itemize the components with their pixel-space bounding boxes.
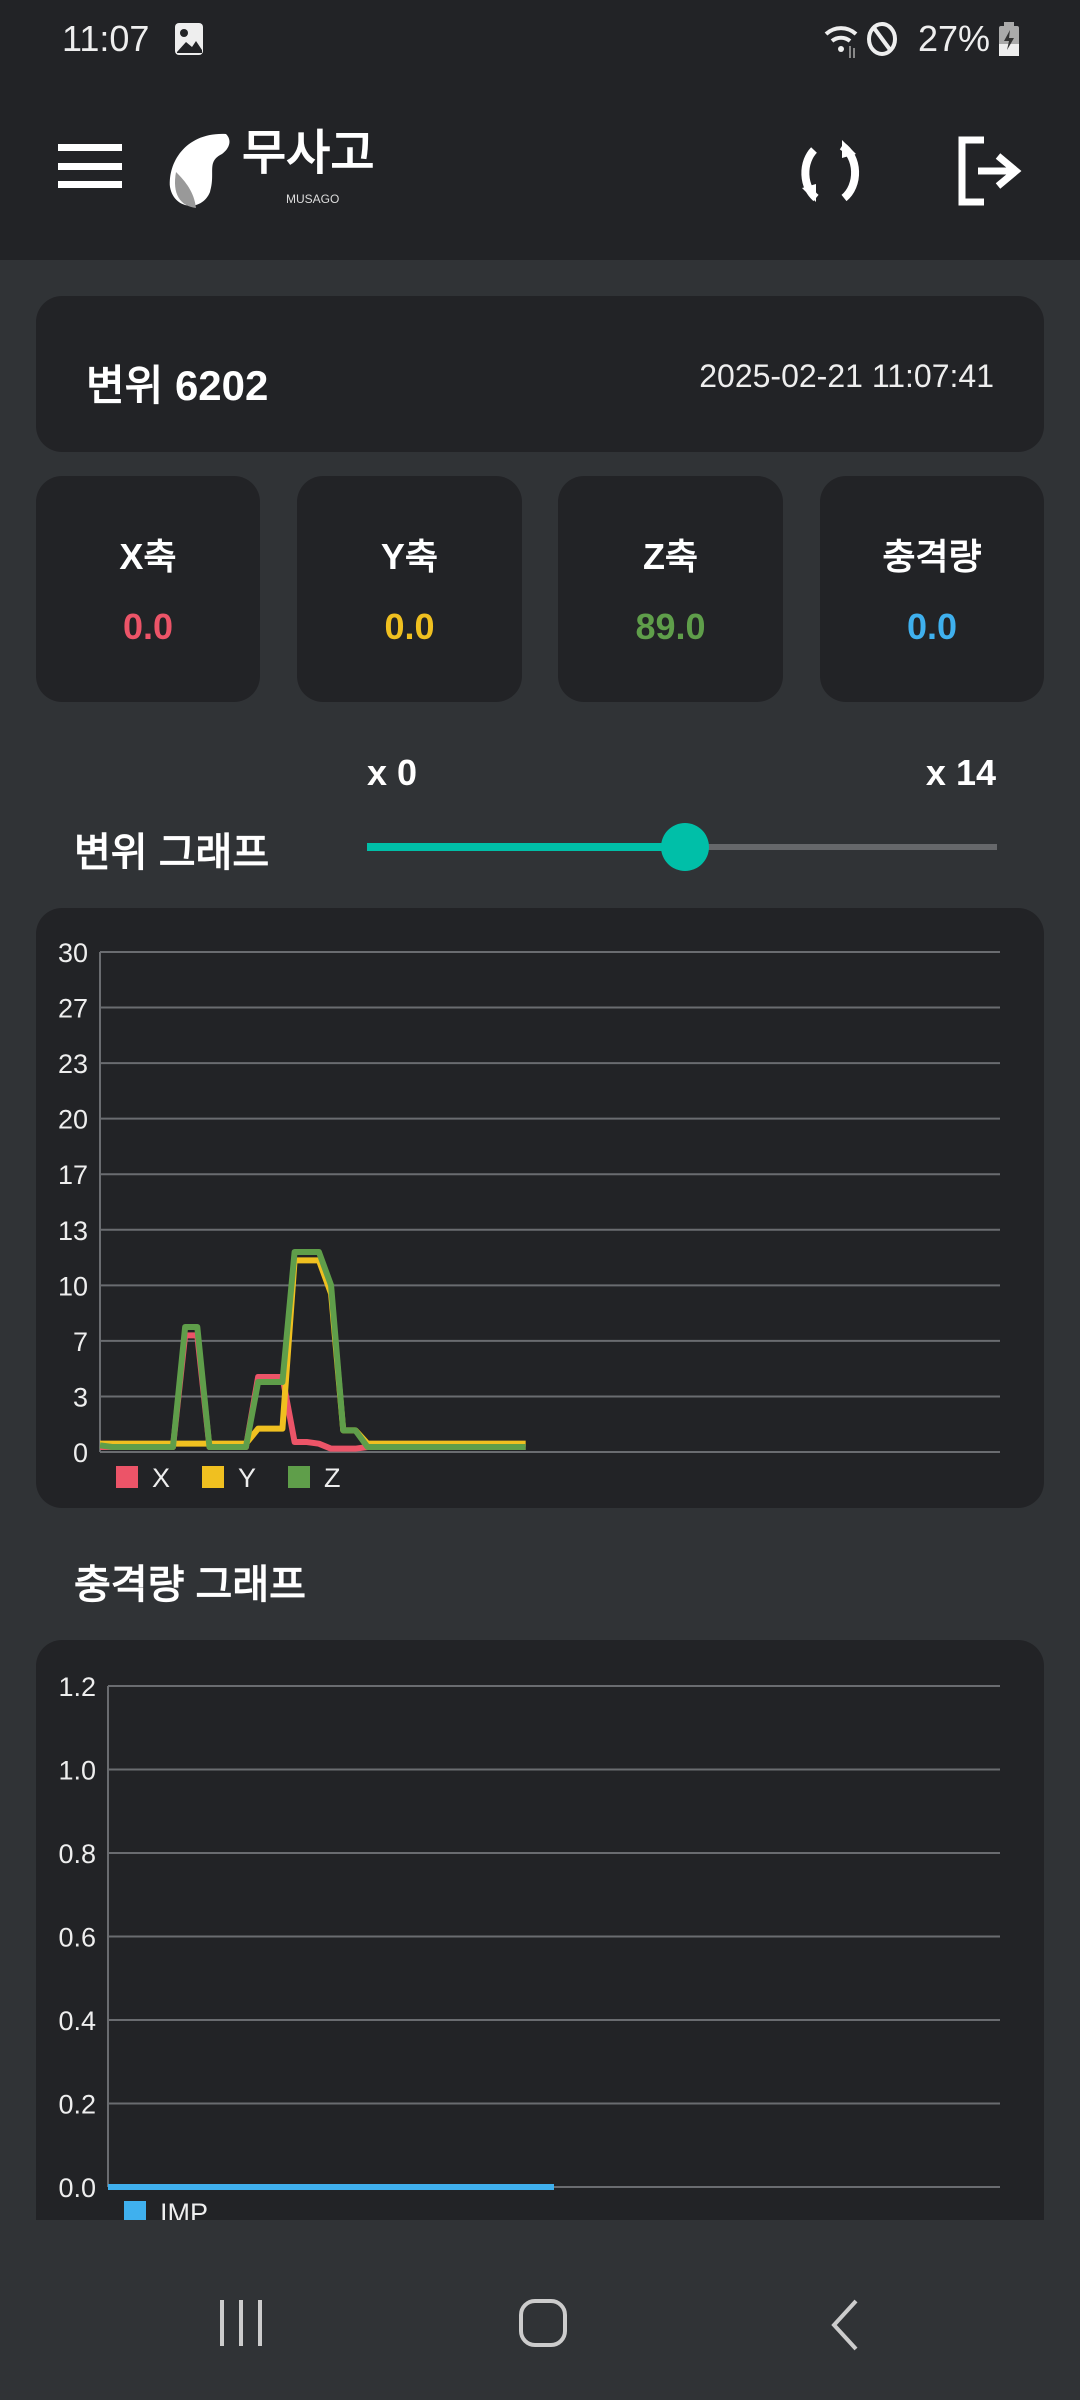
battery-percent: 27% — [918, 18, 991, 59]
y-tick-label: 0.0 — [58, 2173, 96, 2203]
metric-label: Z축 — [642, 536, 699, 577]
slider-max-label: x 14 — [925, 752, 996, 793]
status-bar: 11:07 27% — [0, 0, 1080, 80]
metric-value: 89.0 — [635, 606, 706, 647]
do-not-disturb-icon — [867, 22, 897, 56]
metric-label: 충격량 — [882, 536, 982, 577]
legend-label: Y — [238, 1463, 256, 1493]
displacement-chart-card: 0 3 7 10 13 17 20 23 27 30 X Y Z — [36, 908, 1044, 1508]
y-tick-label: 3 — [73, 1382, 88, 1412]
y-tick-label: 10 — [58, 1271, 88, 1301]
refresh-icon[interactable] — [794, 136, 864, 206]
device-timestamp: 2025-02-21 11:07:41 — [699, 358, 994, 394]
series-line-z — [99, 1249, 526, 1450]
battery-charging-icon — [999, 22, 1019, 56]
legend-swatch-z — [288, 1466, 310, 1488]
metric-value: 0.0 — [906, 606, 958, 647]
series-line-x — [100, 1332, 526, 1452]
metric-label: X축 — [119, 536, 177, 577]
logo-text: 무사고 — [242, 127, 375, 180]
legend-swatch-y — [202, 1466, 224, 1488]
y-tick-label: 0 — [73, 1438, 88, 1468]
slider-min-label: x 0 — [367, 752, 418, 793]
slider-thumb[interactable] — [661, 823, 709, 871]
series-line-y — [100, 1257, 526, 1447]
metric-card-y: Y축 0.0 — [297, 476, 522, 702]
impact-chart: 0.0 0.2 0.4 0.6 0.8 1.0 1.2 IMP — [58, 1672, 1000, 2220]
impact-chart-card: 0.0 0.2 0.4 0.6 0.8 1.0 1.2 IMP — [36, 1640, 1044, 2220]
metric-value: 0.0 — [384, 606, 435, 647]
gallery-icon — [175, 23, 203, 55]
y-tick-label: 17 — [58, 1160, 88, 1190]
y-tick-label: 0.4 — [58, 2006, 96, 2036]
y-tick-label: 30 — [58, 938, 88, 968]
logout-icon[interactable] — [956, 136, 1022, 206]
y-tick-label: 20 — [58, 1105, 88, 1135]
app-header: 무사고 MUSAGO — [0, 80, 1080, 260]
y-tick-label: 0.8 — [58, 1839, 96, 1869]
legend-swatch-x — [116, 1466, 138, 1488]
y-tick-label: 1.2 — [58, 1672, 96, 1702]
metric-card-impact: 충격량 0.0 — [820, 476, 1044, 702]
y-tick-label: 0.2 — [58, 2090, 96, 2120]
wifi-icon — [824, 26, 858, 58]
slider-fill — [367, 843, 682, 851]
back-icon[interactable] — [828, 2298, 862, 2352]
y-tick-label: 23 — [58, 1049, 88, 1079]
logo-subtext: MUSAGO — [286, 192, 340, 206]
legend-label: X — [152, 1463, 170, 1493]
metric-card-x: X축 0.0 — [36, 476, 260, 702]
y-tick-label: 7 — [73, 1327, 88, 1357]
home-icon[interactable] — [518, 2298, 568, 2348]
y-tick-label: 13 — [58, 1216, 88, 1246]
menu-icon[interactable] — [58, 144, 122, 188]
app-logo: 무사고 MUSAGO — [166, 126, 406, 218]
zoom-slider[interactable] — [367, 823, 997, 871]
y-tick-label: 27 — [58, 994, 88, 1024]
device-title: 변위 6202 — [86, 362, 269, 409]
status-time: 11:07 — [62, 18, 150, 59]
legend-swatch-imp — [124, 2201, 146, 2220]
metric-value: 0.0 — [122, 606, 174, 647]
legend-label: Z — [324, 1463, 341, 1493]
y-tick-label: 1.0 — [58, 1756, 96, 1786]
legend-label: IMP — [160, 2198, 208, 2220]
impact-graph-title: 충격량 그래프 — [74, 1563, 306, 1607]
nav-bar — [0, 2220, 1080, 2400]
metric-label: Y축 — [380, 536, 439, 577]
recent-apps-icon[interactable] — [218, 2298, 264, 2348]
metric-card-z: Z축 89.0 — [558, 476, 783, 702]
displacement-graph-title: 변위 그래프 — [74, 831, 270, 875]
y-tick-label: 0.6 — [58, 1923, 96, 1953]
logo-leaf-icon — [169, 133, 230, 208]
displacement-chart: 0 3 7 10 13 17 20 23 27 30 X Y Z — [58, 938, 1000, 1493]
device-card: 변위 6202 2025-02-21 11:07:41 — [36, 296, 1044, 452]
